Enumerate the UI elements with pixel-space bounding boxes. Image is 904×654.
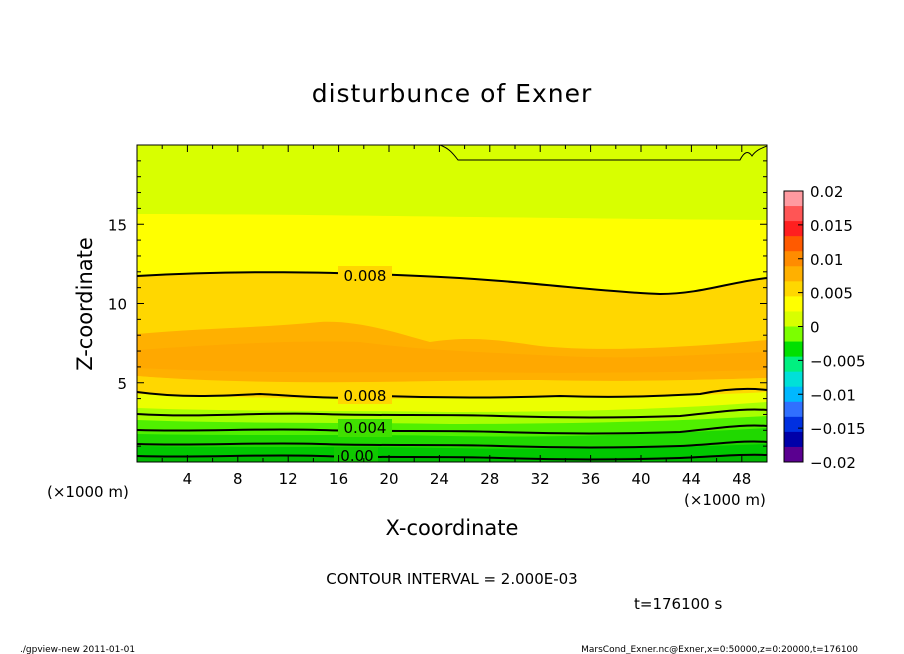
x-unit-left: (×1000 m) [47,483,129,501]
colorbar-segment [784,281,803,297]
contour-line-008-upper [137,271,767,296]
colorbar-tick-label: 0.015 [810,217,853,235]
colorbar-segment [784,431,803,448]
colorbar-segment [784,296,803,312]
plot-area: 0.008 0.008 0.004 0.00 [136,144,768,465]
x-tick-label: 4 [183,470,193,488]
colorbar-segment [784,416,803,433]
contour-line-006 [137,408,767,419]
colorbar-segment [784,266,803,282]
colorbar-segment [784,401,803,418]
colorbar-segment [784,206,803,222]
y-axis: 5 10 15 [108,160,767,447]
x-tick-label: 20 [379,470,398,488]
x-tick-label: 8 [233,470,243,488]
colorbar-tick-label: 0.02 [810,183,843,201]
colorbar-segment [784,221,803,237]
colorbar-segment [784,386,803,403]
band-orange-inner [137,341,767,373]
colorbar-tick-label: 0.005 [810,285,853,303]
colorbar-segment [784,326,803,343]
x-tick-label: 24 [430,470,449,488]
colorbar-segment [784,191,803,207]
y-tick-label: 15 [108,216,127,234]
colorbar-segment [784,371,803,388]
x-tick-label: 16 [329,470,348,488]
colorbar-tick-label: −0.01 [810,386,856,404]
y-tick-label: 10 [108,296,127,314]
x-tick-label: 44 [682,470,701,488]
contour-line-002 [137,440,767,449]
colorbar-tick-label: 0 [810,319,820,337]
x-tick-label: 28 [480,470,499,488]
colorbar-segment [784,311,803,327]
contour-top [137,145,767,161]
footer-left: ./gpview-new 2011-01-01 [20,645,135,654]
y-axis-label: Z-coordinate [73,237,97,371]
contour-interval: CONTOUR INTERVAL = 2.000E-03 [326,570,577,588]
contour-line-008-lower [137,387,767,399]
x-tick-label: 40 [631,470,650,488]
x-unit-right: (×1000 m) [684,491,766,509]
colorbar-tick-label: 0.01 [810,251,843,269]
footer-right: MarsCond_Exner.nc@Exner,x=0:50000,z=0:20… [581,645,858,654]
contour-label: 0.00 [340,447,373,465]
x-tick-label: 48 [732,470,751,488]
x-tick-label: 32 [531,470,550,488]
colorbar-tick-label: −0.02 [810,454,856,472]
colorbar-segment [784,236,803,252]
x-tick-label: 36 [581,470,600,488]
contour-label: 0.008 [344,267,387,285]
x-axis: 4 8 12 16 20 24 28 32 36 40 44 48 [161,145,751,488]
colorbar-segment [784,251,803,267]
contour-line-004 [137,424,767,435]
x-axis-label: X-coordinate [386,516,519,540]
colorbar: 0.02 0.015 0.01 0.005 0 −0.005 −0.01 −0.015 −0.0… [783,183,866,472]
contour-label: 0.004 [344,419,387,437]
colorbar-segment [784,446,803,463]
chart-title: disturbunce of Exner [312,79,593,108]
colorbar-tick-label: −0.005 [810,352,866,370]
colorbar-tick-label: −0.015 [810,420,866,438]
time-label: t=176100 s [634,595,722,613]
colorbar-segment [784,356,803,373]
colorbar-segment [784,341,803,358]
x-tick-label: 12 [279,470,298,488]
y-tick-label: 5 [117,375,127,393]
contour-label: 0.008 [344,387,387,405]
